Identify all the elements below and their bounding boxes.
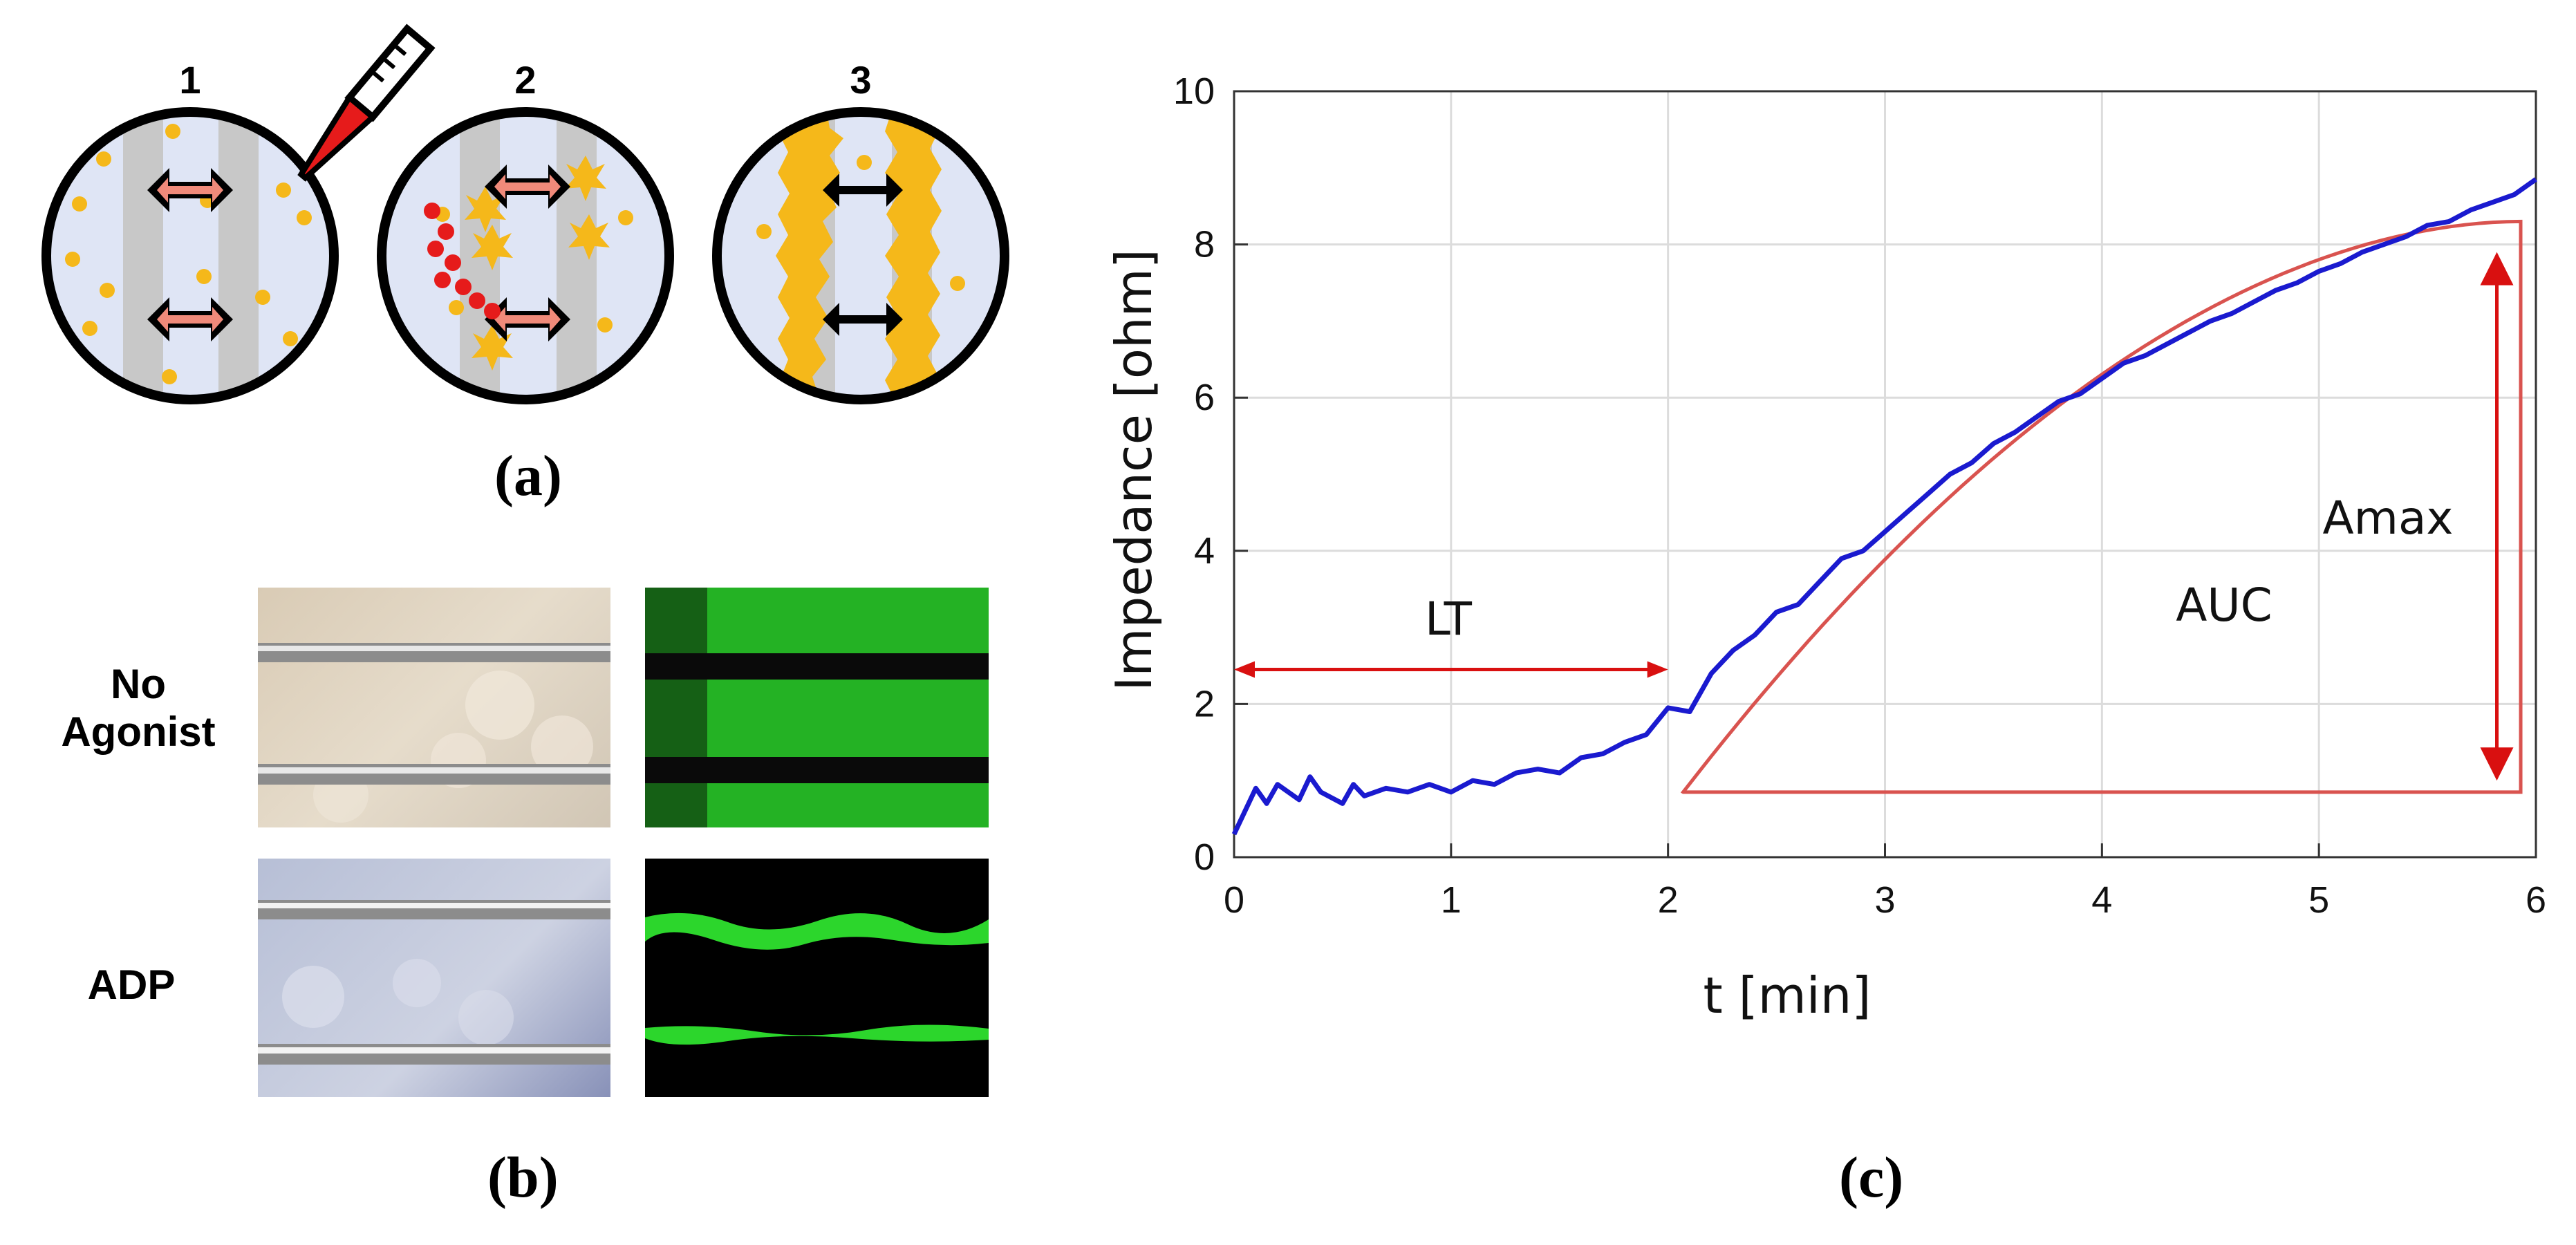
- amax-arrow-head-bottom: [2480, 747, 2514, 781]
- chart-grid: [1233, 90, 2537, 859]
- y-tick-label: 2: [1194, 683, 1215, 724]
- well-2-label: 2: [514, 58, 536, 102]
- well-3-label: 3: [850, 58, 871, 102]
- x-tick-label: 1: [1441, 879, 1462, 921]
- row-label-no-agonist: No Agonist: [41, 660, 235, 756]
- chart-ticks: 0 1 2 3 4 5 6 0 2 4 6 8 10: [1173, 71, 2546, 921]
- brightfield-no-agonist-image: [258, 588, 610, 827]
- row-label-no-agonist-line1: No: [111, 661, 166, 707]
- x-axis-label: t [min]: [1703, 966, 1871, 1024]
- agonist-dots: [424, 203, 501, 319]
- y-tick-label: 6: [1194, 377, 1215, 418]
- row-label-no-agonist-line2: Agonist: [61, 709, 216, 755]
- amax-arrow-head-top: [2480, 252, 2514, 285]
- x-tick-label: 2: [1658, 879, 1679, 921]
- amax-label: Amax: [2323, 492, 2454, 545]
- impedance-curve: [1231, 177, 2538, 836]
- y-tick-label: 0: [1194, 836, 1215, 878]
- impedance-series-line: [1231, 177, 2538, 836]
- x-tick-label: 6: [2526, 879, 2546, 921]
- fluorescence-adp-image: [645, 859, 989, 1097]
- chart-frame: [1233, 90, 2537, 859]
- annotation-arrows: [1234, 252, 2514, 781]
- double-arrow-icon: [485, 297, 570, 341]
- x-tick-label: 3: [1874, 879, 1895, 921]
- auc-fit-outline: [1680, 219, 2523, 794]
- pipette-icon: [297, 24, 436, 182]
- x-tick-label: 0: [1224, 879, 1244, 921]
- well-3: 3: [712, 58, 1009, 404]
- brightfield-adp-image: [258, 859, 610, 1097]
- lt-label: LT: [1425, 592, 1473, 646]
- double-arrow-icon: [823, 303, 903, 336]
- y-tick-label: 10: [1173, 71, 1215, 112]
- double-arrow-icon: [147, 168, 233, 212]
- well-1: 1: [41, 58, 339, 404]
- well-2: 2: [297, 24, 674, 404]
- caption-c: (c): [1839, 1145, 1904, 1210]
- fit-curve: [1680, 219, 2523, 794]
- lt-arrow-head-right: [1647, 661, 1668, 678]
- lt-arrow-head-left: [1234, 661, 1255, 678]
- caption-a: (a): [494, 444, 562, 508]
- fluorescence-no-agonist-image: [645, 588, 989, 827]
- platelets-1: [65, 124, 312, 384]
- auc-label: AUC: [2176, 579, 2272, 632]
- double-arrow-icon: [823, 174, 903, 207]
- caption-b: (b): [487, 1145, 559, 1210]
- x-tick-label: 5: [2308, 879, 2329, 921]
- row-label-adp: ADP: [87, 962, 176, 1008]
- plot-frame: [1233, 90, 2537, 859]
- y-axis-label: Impedance [ohm]: [1105, 249, 1163, 691]
- x-tick-label: 4: [2091, 879, 2112, 921]
- y-tick-label: 8: [1194, 224, 1215, 265]
- platelets-2: [435, 156, 633, 371]
- double-arrow-icon: [147, 297, 233, 341]
- wells-svg: 1: [41, 24, 1009, 404]
- impedance-chart: 0 1 2 3 4 5 6 0 2 4 6 8 10 t [min] Impedance [ohm] L…: [1105, 71, 2546, 1024]
- y-tick-label: 4: [1194, 530, 1215, 572]
- double-arrow-icon: [485, 165, 570, 209]
- well-1-label: 1: [179, 58, 200, 102]
- aggregates-3: [756, 112, 965, 400]
